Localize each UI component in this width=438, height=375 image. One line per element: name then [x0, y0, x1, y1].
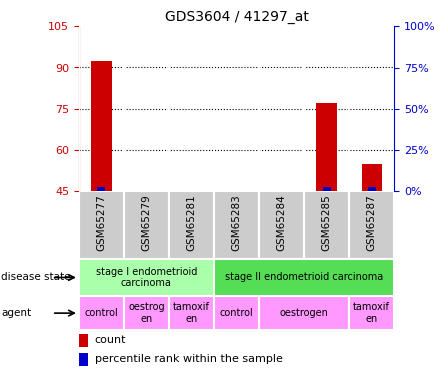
Bar [91, 61, 112, 191]
Text: GSM65277: GSM65277 [96, 195, 106, 251]
Text: tamoxif
en: tamoxif en [173, 302, 210, 324]
Bar [317, 103, 337, 191]
Text: GSM65284: GSM65284 [276, 195, 286, 251]
Bar [214, 259, 394, 296]
Text: GSM65281: GSM65281 [187, 195, 197, 251]
Text: control: control [219, 308, 254, 318]
Bar [304, 191, 349, 259]
Text: stage I endometrioid
carcinoma: stage I endometrioid carcinoma [96, 267, 197, 288]
Bar [361, 164, 382, 191]
Bar [79, 191, 124, 259]
Text: stage II endometrioid carcinoma: stage II endometrioid carcinoma [225, 273, 383, 282]
Title: GDS3604 / 41297_at: GDS3604 / 41297_at [165, 10, 308, 24]
Bar [259, 296, 349, 330]
Bar [367, 187, 376, 191]
Text: oestrog
en: oestrog en [128, 302, 165, 324]
Bar [214, 191, 259, 259]
Bar [79, 259, 214, 296]
Bar [169, 191, 214, 259]
Text: GSM65279: GSM65279 [141, 195, 152, 251]
Bar [322, 187, 331, 191]
Bar [214, 296, 259, 330]
Text: percentile rank within the sample: percentile rank within the sample [95, 354, 283, 364]
Bar [79, 352, 88, 366]
Text: disease state: disease state [1, 273, 71, 282]
Bar [259, 191, 304, 259]
Bar [79, 296, 124, 330]
Text: GSM65287: GSM65287 [367, 195, 377, 251]
Bar [79, 334, 88, 347]
Text: GSM65285: GSM65285 [321, 195, 332, 251]
Bar [349, 296, 394, 330]
Bar [97, 187, 106, 191]
Text: GSM65283: GSM65283 [232, 195, 241, 251]
Bar [349, 191, 394, 259]
Text: oestrogen: oestrogen [279, 308, 328, 318]
Text: count: count [95, 335, 126, 345]
Text: control: control [85, 308, 118, 318]
Bar [169, 296, 214, 330]
Text: tamoxif
en: tamoxif en [353, 302, 390, 324]
Text: agent: agent [1, 308, 31, 318]
Bar [124, 191, 169, 259]
Bar [124, 296, 169, 330]
